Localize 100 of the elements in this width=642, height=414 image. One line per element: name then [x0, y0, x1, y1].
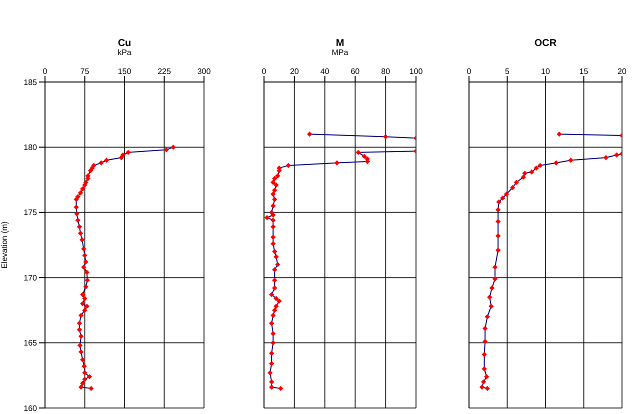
point [270, 212, 276, 218]
point [269, 379, 274, 385]
point [307, 132, 312, 137]
point [75, 218, 80, 223]
point [76, 320, 82, 326]
y-tick-label: 170 [24, 273, 38, 282]
x-tick-label: 60 [350, 67, 360, 76]
point [504, 192, 510, 197]
point [269, 384, 274, 390]
point [514, 180, 520, 186]
point [275, 262, 280, 268]
point [272, 248, 278, 254]
point [479, 384, 485, 390]
x-tick-label: 150 [118, 67, 132, 76]
point [480, 379, 486, 385]
point [269, 292, 274, 298]
point [81, 264, 86, 270]
point [495, 218, 501, 224]
point [82, 364, 87, 369]
x-tick-label: 5 [505, 67, 510, 76]
x-tick-label: 15 [579, 67, 589, 76]
point [88, 168, 94, 174]
point [272, 308, 278, 313]
point [88, 386, 94, 392]
point [78, 230, 84, 236]
point [269, 361, 274, 366]
point [76, 327, 82, 332]
point [83, 259, 88, 265]
point [538, 162, 543, 168]
point [492, 264, 498, 270]
point [76, 224, 82, 230]
point [272, 267, 278, 272]
y-tick-label: 180 [24, 143, 38, 152]
point [270, 241, 276, 246]
point [554, 160, 559, 166]
point [126, 150, 131, 156]
point [272, 188, 278, 193]
point [484, 314, 490, 320]
point [556, 132, 562, 137]
y-tick-label: 165 [24, 338, 38, 348]
point [270, 234, 276, 240]
x-tick-label: 100 [409, 67, 424, 76]
point [84, 304, 90, 309]
point [482, 352, 487, 358]
point [489, 285, 495, 291]
point [522, 170, 528, 176]
point [272, 285, 278, 291]
point [274, 182, 279, 188]
point [78, 384, 84, 390]
point [362, 154, 367, 159]
point [482, 338, 488, 344]
point [80, 237, 85, 242]
chart-title: M [334, 38, 346, 49]
point [264, 215, 270, 220]
point [334, 160, 340, 166]
point [568, 158, 574, 163]
point [500, 195, 506, 201]
point [270, 180, 276, 186]
point [86, 374, 92, 380]
point [495, 233, 501, 238]
point [80, 292, 86, 298]
point [77, 342, 83, 348]
x-tick-label: 10 [541, 67, 550, 76]
point [534, 165, 539, 171]
point [270, 340, 276, 346]
point [78, 349, 84, 355]
point [529, 169, 534, 175]
point [83, 284, 88, 290]
point [272, 176, 278, 182]
x-tick-label: 0 [466, 67, 472, 76]
point [272, 278, 278, 283]
chart-title: OCR [533, 38, 558, 49]
point [482, 326, 488, 332]
point [614, 152, 620, 158]
point [81, 246, 86, 252]
point [272, 196, 278, 202]
point [510, 185, 516, 190]
point [78, 334, 84, 339]
point [484, 386, 490, 392]
point [270, 203, 276, 208]
x-tick-label: 225 [158, 67, 172, 76]
chart-title: Cu [116, 38, 132, 49]
point [274, 254, 279, 260]
x-tick-label: 300 [197, 67, 212, 76]
y-axis-title: Elevation (m) [0, 221, 9, 269]
point [270, 218, 276, 223]
x-tick-label: 40 [320, 67, 330, 76]
point [80, 301, 86, 306]
point [82, 370, 88, 376]
y-tick-label: 160 [24, 404, 38, 413]
point [520, 174, 526, 180]
x-tick-label: 20 [618, 67, 627, 76]
point [274, 296, 279, 302]
point [80, 186, 86, 192]
point [84, 278, 90, 283]
point [356, 150, 361, 156]
point [274, 304, 279, 309]
point [82, 376, 88, 382]
point [603, 155, 609, 160]
x-tick-label: 75 [80, 67, 90, 76]
